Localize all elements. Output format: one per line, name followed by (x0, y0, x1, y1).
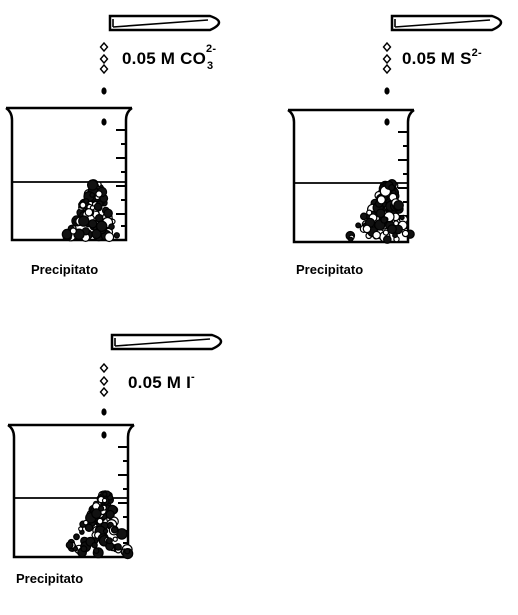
precipitate-particle (362, 224, 372, 234)
drop-icon (382, 53, 392, 65)
caption-sulfide: Precipitato (296, 262, 364, 277)
precipitate-particle (393, 200, 404, 211)
precipitate-particle (83, 519, 89, 526)
precipitate-particle (91, 541, 98, 549)
caption-carbonate: Precipitato (31, 262, 99, 277)
precipitate-particle (376, 195, 386, 205)
precipitate-particle (91, 228, 102, 240)
precipitate-particle (382, 229, 390, 236)
drop-icon (99, 375, 109, 387)
precipitate-particle (108, 223, 115, 231)
panel-sulfide: 0.05 M S2- Precipitato (280, 0, 518, 290)
apparatus-iodide (7, 333, 223, 560)
precipitate-particle (113, 232, 121, 239)
precipitate-particle (393, 220, 400, 227)
precipitate-particle (86, 179, 99, 191)
precipitate-particle (387, 224, 397, 235)
drop-icon (101, 408, 107, 416)
precipitate-particle (355, 222, 362, 229)
diagram-canvas: { "panels": [ { "id": "carbonate", "reag… (0, 0, 518, 586)
precipitate-particle (89, 204, 96, 211)
precipitate-particle (110, 526, 119, 534)
drop-icon (101, 431, 107, 439)
caption-iodide: Precipitato (16, 571, 84, 586)
precipitate-particle (399, 214, 405, 221)
drop-icon (101, 118, 107, 126)
reagent-label-carbonate: 0.05 M CO 2- 3 (122, 43, 217, 72)
precipitate-particle (105, 509, 115, 520)
drop-icon (382, 41, 392, 53)
pipette-icon (390, 14, 503, 32)
precipitate-particle (124, 548, 131, 555)
precipitate-particle (401, 229, 410, 238)
precipitate-particle (78, 526, 84, 532)
precipitate-particle (101, 497, 108, 504)
precipitate-icon (65, 490, 134, 560)
precipitate-particle (105, 537, 113, 545)
precipitate-particle (388, 184, 396, 192)
precipitate-particle (372, 230, 381, 240)
pipette-liquid-line (394, 19, 491, 28)
precipitate-particle (95, 220, 108, 232)
precipitate-particle (69, 227, 77, 235)
drop-icon (99, 41, 109, 53)
drop-icon (99, 386, 109, 398)
drop-icon (99, 63, 109, 75)
apparatus-carbonate (5, 14, 221, 243)
beaker-wall (287, 108, 415, 244)
precipitate-particle (79, 201, 87, 209)
precipitate-particle (93, 202, 103, 211)
precipitate-particle (366, 209, 373, 216)
precipitate-particle (83, 198, 90, 204)
precipitate-particle (380, 216, 388, 224)
precipitate-particle (95, 190, 103, 198)
precipitate-particle (97, 505, 105, 512)
precipitate-particle (103, 208, 113, 218)
precipitate-particle (114, 543, 122, 551)
precipitate-particle (102, 528, 109, 534)
precipitate-particle (89, 192, 96, 198)
precipitate-particle (91, 508, 102, 519)
drop-icon (99, 362, 109, 374)
precipitate-particle (65, 541, 74, 550)
panel-iodide: 0.05 M I- Precipitato (0, 325, 240, 615)
beaker-wall (7, 423, 135, 559)
pipette-liquid-line (112, 19, 209, 28)
drop-icon (101, 87, 107, 95)
drop-icon (384, 87, 390, 95)
reagent-label-sulfide: 0.05 M S2- (402, 47, 482, 68)
panel-carbonate: 0.05 M CO 2- 3 Precipitato (0, 0, 240, 290)
apparatus-sulfide (287, 14, 503, 244)
precipitate-particle (87, 219, 98, 229)
precipitate-particle (96, 517, 104, 525)
precipitate-particle (73, 533, 80, 541)
drop-icon (384, 118, 390, 126)
drop-icon (99, 53, 109, 65)
precipitate-icon (345, 179, 415, 244)
precipitate-particle (84, 208, 94, 217)
precipitate-particle (93, 547, 100, 554)
precipitate-particle (347, 236, 354, 242)
precipitate-icon (61, 179, 121, 243)
precipitate-particle (78, 215, 90, 227)
precipitate-particle (102, 491, 108, 497)
precipitate-particle (84, 523, 94, 532)
drop-icon (382, 63, 392, 75)
pipette-liquid-line (114, 338, 211, 347)
pipette-icon (108, 14, 221, 32)
precipitate-particle (80, 545, 88, 553)
precipitate-particle (112, 536, 118, 542)
pipette-icon (110, 333, 223, 351)
reagent-label-iodide: 0.05 M I- (128, 371, 195, 392)
precipitate-particle (392, 232, 398, 239)
precipitate-particle (383, 235, 392, 244)
precipitate-particle (375, 208, 386, 219)
precipitate-particle (104, 232, 115, 243)
